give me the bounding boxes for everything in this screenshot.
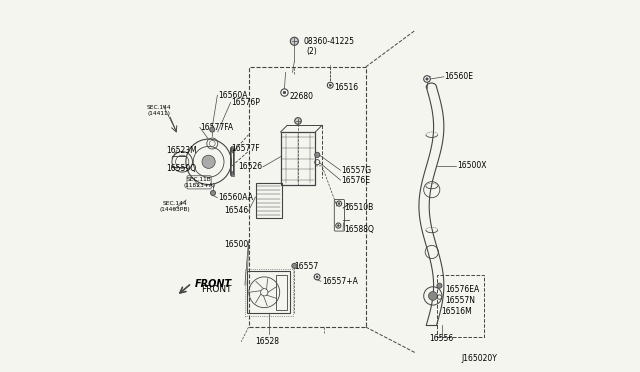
Circle shape: [337, 225, 339, 227]
Text: 16577FA: 16577FA: [200, 123, 233, 132]
Bar: [230, 150, 233, 172]
Text: 16560E: 16560E: [445, 72, 474, 81]
Circle shape: [291, 37, 298, 45]
Bar: [230, 149, 233, 173]
Text: FRONT: FRONT: [195, 279, 232, 289]
Bar: [230, 147, 234, 175]
Bar: [437, 275, 484, 337]
Circle shape: [338, 203, 340, 205]
Text: 16557: 16557: [294, 262, 319, 271]
Circle shape: [329, 84, 332, 86]
Text: 16556: 16556: [429, 334, 454, 343]
Text: 16560A: 16560A: [218, 91, 248, 100]
Bar: [248, 67, 366, 327]
Text: FRONT: FRONT: [201, 285, 232, 294]
Text: 16528: 16528: [255, 337, 279, 346]
Bar: [245, 269, 292, 315]
Circle shape: [211, 190, 216, 196]
Text: 16516M: 16516M: [442, 307, 472, 316]
Text: 16516: 16516: [334, 83, 358, 92]
Text: 16560AA: 16560AA: [218, 193, 253, 202]
Text: 16500: 16500: [224, 240, 248, 249]
Text: 16576EA: 16576EA: [445, 285, 479, 294]
Text: 16577F: 16577F: [231, 144, 260, 153]
Circle shape: [437, 283, 442, 288]
Bar: [280, 132, 316, 185]
Circle shape: [283, 91, 285, 94]
Circle shape: [428, 292, 437, 300]
Bar: [230, 151, 233, 171]
Bar: [247, 271, 291, 313]
Circle shape: [424, 76, 430, 82]
Text: SEC.144
(14463PB): SEC.144 (14463PB): [159, 201, 190, 212]
Bar: [255, 183, 282, 218]
Text: SEC.144
(14411): SEC.144 (14411): [147, 106, 171, 116]
Circle shape: [337, 201, 342, 206]
Circle shape: [202, 155, 215, 169]
Text: 16526: 16526: [238, 163, 262, 171]
Bar: [230, 148, 233, 174]
Text: J165020Y: J165020Y: [462, 354, 498, 363]
Text: 16588Q: 16588Q: [344, 225, 374, 234]
Circle shape: [336, 223, 341, 228]
Text: 16510B: 16510B: [344, 203, 373, 212]
Circle shape: [315, 152, 320, 157]
Text: 16546: 16546: [224, 206, 248, 215]
Text: 16576E: 16576E: [341, 176, 371, 185]
Text: 22680: 22680: [290, 92, 314, 101]
Text: 16557N: 16557N: [445, 296, 476, 305]
Text: 08360-41225: 08360-41225: [303, 37, 355, 46]
Circle shape: [281, 89, 288, 96]
Text: 16557G: 16557G: [341, 166, 371, 175]
Text: (2): (2): [306, 46, 317, 56]
Circle shape: [314, 274, 320, 280]
Circle shape: [292, 263, 297, 269]
Text: 16559Q: 16559Q: [166, 164, 196, 173]
Text: 16557+A: 16557+A: [322, 277, 358, 286]
Text: 16500X: 16500X: [458, 161, 487, 170]
Text: SEC.11B
(11823+A): SEC.11B (11823+A): [183, 177, 215, 188]
Circle shape: [210, 127, 215, 132]
Text: 16576P: 16576P: [231, 98, 260, 107]
Bar: [276, 275, 287, 310]
Circle shape: [316, 276, 318, 278]
Circle shape: [294, 118, 301, 124]
Circle shape: [327, 82, 333, 88]
Circle shape: [426, 78, 428, 80]
Bar: [230, 146, 234, 176]
Text: 16523M: 16523M: [166, 145, 197, 155]
